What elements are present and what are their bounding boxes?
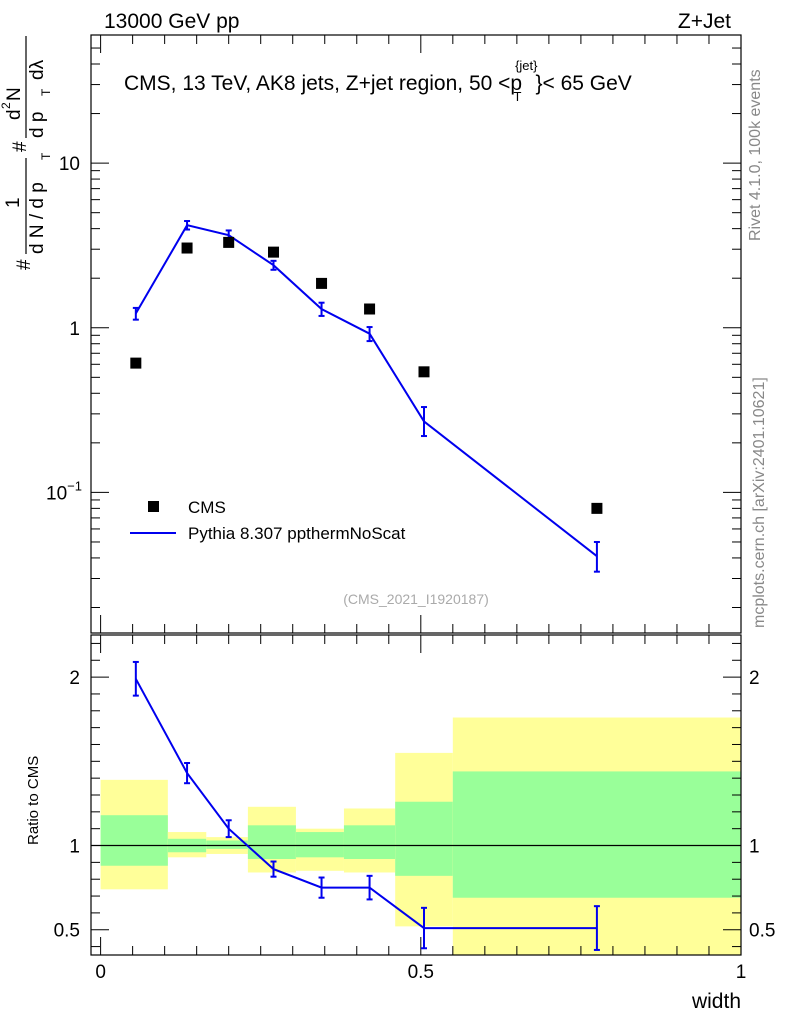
legend-cms-marker: [148, 501, 159, 512]
legend: CMS Pythia 8.307 ppthermNoScat: [130, 498, 406, 543]
analysis-watermark: (CMS_2021_I1920187): [343, 591, 489, 607]
x-tick-label: 0: [95, 962, 106, 983]
ratio-band-inner: [395, 801, 453, 876]
ratio-axis-ticks: 2 21 10.5 0.50 0.5 1: [54, 635, 775, 983]
ratio-y-tick-label-right: 2: [749, 668, 760, 689]
legend-pythia-label: Pythia 8.307 ppthermNoScat: [188, 524, 406, 543]
ratio-y-tick-label-left: 1: [69, 837, 80, 858]
cms-data-point: [181, 242, 193, 254]
ratio-band-inner: [295, 832, 344, 858]
title-sup: {jet}: [515, 58, 538, 73]
y-tick-base: 10: [46, 483, 67, 504]
ratio-y-tick-label-right: 0.5: [749, 921, 775, 942]
ratio-y-tick-label-left: 2: [69, 668, 80, 689]
x-tick-label: 0.5: [408, 962, 434, 983]
ylabel-pt-sub-2: T: [39, 88, 53, 96]
ylabel-pt-sub-1: T: [39, 152, 53, 160]
ratio-y-tick-label-left: 0.5: [54, 921, 80, 942]
main-title: CMS, 13 TeV, AK8 jets, Z+jet region, 50 …: [124, 58, 632, 104]
main-ylabel: # 1 d N / d p T # d 2 N d p T dλ: [0, 36, 53, 270]
rivet-version-label: Rivet 4.1.0, 100k events: [747, 69, 764, 241]
ylabel-denominator: d N / d p: [27, 182, 48, 254]
ratio-data-layer: [132, 660, 600, 951]
ylabel-dpt: d p: [27, 112, 48, 138]
ratio-band-inner: [452, 771, 741, 898]
header-process-label: Z+Jet: [678, 10, 731, 33]
main-plot-frame: [90, 34, 742, 634]
ratio-band-inner: [206, 840, 248, 849]
header-collision-label: 13000 GeV pp: [104, 10, 239, 33]
ylabel-hash-2: #: [10, 141, 31, 152]
ylabel-dlambda: dλ: [27, 59, 48, 80]
cms-data-point: [316, 277, 328, 289]
ratio-band-inner: [100, 815, 168, 866]
x-tick-label: 1: [736, 962, 747, 983]
mc-curve: [134, 224, 598, 557]
cms-data-point: [130, 357, 142, 369]
ratio-band-inner: [343, 825, 396, 859]
ratio-mc-curve: [134, 678, 597, 930]
title-tail: }< 65 GeV: [535, 72, 631, 95]
ylabel-d: d: [4, 109, 25, 120]
ylabel-hash-1: #: [14, 259, 35, 270]
cms-data-point: [418, 366, 430, 378]
ylabel-one: 1: [3, 197, 24, 208]
title-text: CMS, 13 TeV, AK8 jets, Z+jet region, 50 …: [124, 72, 522, 95]
main-data-layer: [130, 220, 603, 573]
ratio-band-inner: [247, 825, 296, 859]
cms-data-point: [364, 303, 376, 315]
x-axis-label: width: [691, 990, 741, 1013]
cms-data-point: [591, 502, 603, 514]
cms-data-point: [223, 236, 235, 248]
y-tick-exp: −1: [67, 478, 82, 493]
ylabel-two: 2: [0, 102, 13, 109]
cms-data-point: [268, 246, 280, 258]
y-tick-label: 10: [59, 154, 80, 175]
ylabel-n: N: [4, 87, 25, 101]
legend-cms-label: CMS: [188, 498, 226, 517]
ratio-band-layer: [91, 717, 741, 955]
y-tick-label-power: 10−1: [46, 478, 82, 504]
y-tick-label: 1: [69, 319, 80, 340]
mcplots-label: mcplots.cern.ch [arXiv:2401.10621]: [751, 377, 768, 628]
ratio-ylabel: Ratio to CMS: [25, 756, 42, 845]
ratio-y-tick-label-right: 1: [749, 837, 760, 858]
title-sub: T: [514, 89, 522, 104]
